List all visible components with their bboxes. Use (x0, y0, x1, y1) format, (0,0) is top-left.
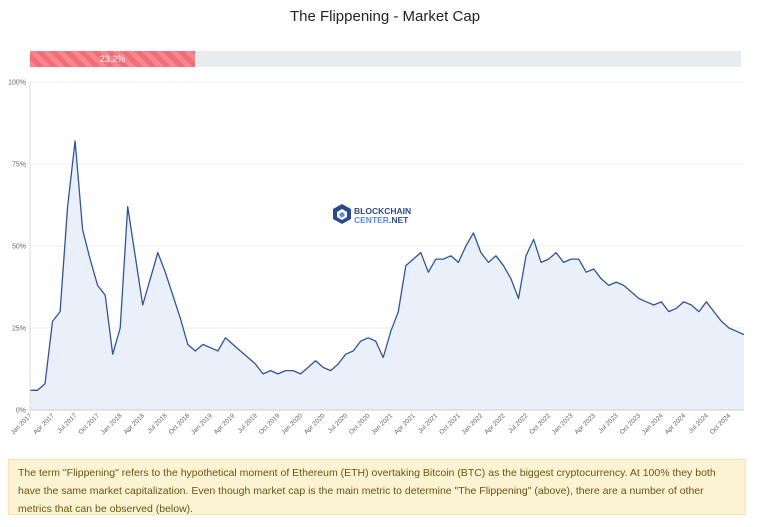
x-tick-label: Oct 2021 (438, 412, 462, 436)
flippening-progress-bar: 23.2% (30, 51, 741, 67)
x-tick-label: Oct 2020 (348, 412, 372, 436)
x-tick-label: Jan 2017 (10, 412, 34, 436)
x-tick-label: Jul 2018 (146, 412, 169, 435)
x-tick-label: Jul 2024 (688, 412, 711, 435)
x-tick-label: Oct 2024 (709, 412, 733, 436)
y-tick-label: 100% (8, 80, 26, 87)
market-cap-chart: BLOCKCHAIN CENTER.NET 0% 25% 50% 75% 100% Jan… (8, 80, 745, 436)
x-tick-label: Jul 2023 (597, 412, 620, 435)
watermark-center: CENTER (354, 215, 389, 225)
x-tick-label: Jul 2022 (507, 412, 530, 435)
watermark-line2: CENTER.NET (354, 215, 409, 225)
watermark-line1: BLOCKCHAIN (354, 206, 411, 216)
x-tick-label: Jan 2023 (551, 412, 575, 436)
market-cap-area (30, 141, 744, 410)
x-tick-label: Jan 2021 (370, 412, 394, 436)
x-tick-label: Jan 2020 (280, 412, 304, 436)
y-tick-label: 75% (12, 162, 26, 169)
x-tick-label: Jan 2018 (100, 412, 124, 436)
x-tick-label: Oct 2017 (77, 412, 101, 436)
x-tick-label: Oct 2018 (168, 412, 192, 436)
x-tick-label: Apr 2018 (123, 412, 147, 436)
x-tick-label: Oct 2019 (258, 412, 282, 436)
y-tick-label: 50% (12, 244, 26, 251)
watermark-net: .NET (389, 215, 409, 225)
x-tick-label: Jan 2022 (460, 412, 484, 436)
x-tick-label: Apr 2017 (32, 412, 56, 436)
watermark: BLOCKCHAIN CENTER.NET (333, 204, 411, 225)
x-tick-label: Apr 2020 (303, 412, 327, 436)
x-tick-label: Oct 2023 (619, 412, 643, 436)
page-title: The Flippening - Market Cap (289, 8, 481, 25)
x-tick-label: Oct 2022 (528, 412, 552, 436)
x-tick-label: Jul 2020 (327, 412, 350, 435)
y-tick-label: 0% (16, 408, 26, 415)
x-tick-label: Apr 2019 (213, 412, 237, 436)
x-tick-label: Jul 2019 (237, 412, 260, 435)
x-tick-label: Jan 2019 (190, 412, 214, 436)
x-tick-label: Jul 2021 (417, 412, 440, 435)
progress-fill: 23.2% (30, 51, 195, 67)
x-tick-label: Jan 2024 (641, 412, 665, 436)
y-tick-label: 25% (12, 326, 26, 333)
market-cap-line (30, 140, 745, 391)
x-tick-label: Apr 2024 (664, 412, 688, 436)
blockchaincenter-logo-icon (333, 204, 351, 224)
x-tick-label: Apr 2023 (573, 412, 597, 436)
x-tick-label: Apr 2021 (393, 412, 417, 436)
x-tick-label: Jul 2017 (56, 412, 79, 435)
flippening-info-box: The term "Flippening" refers to the hypo… (8, 459, 746, 515)
x-tick-label: Apr 2022 (483, 412, 507, 436)
